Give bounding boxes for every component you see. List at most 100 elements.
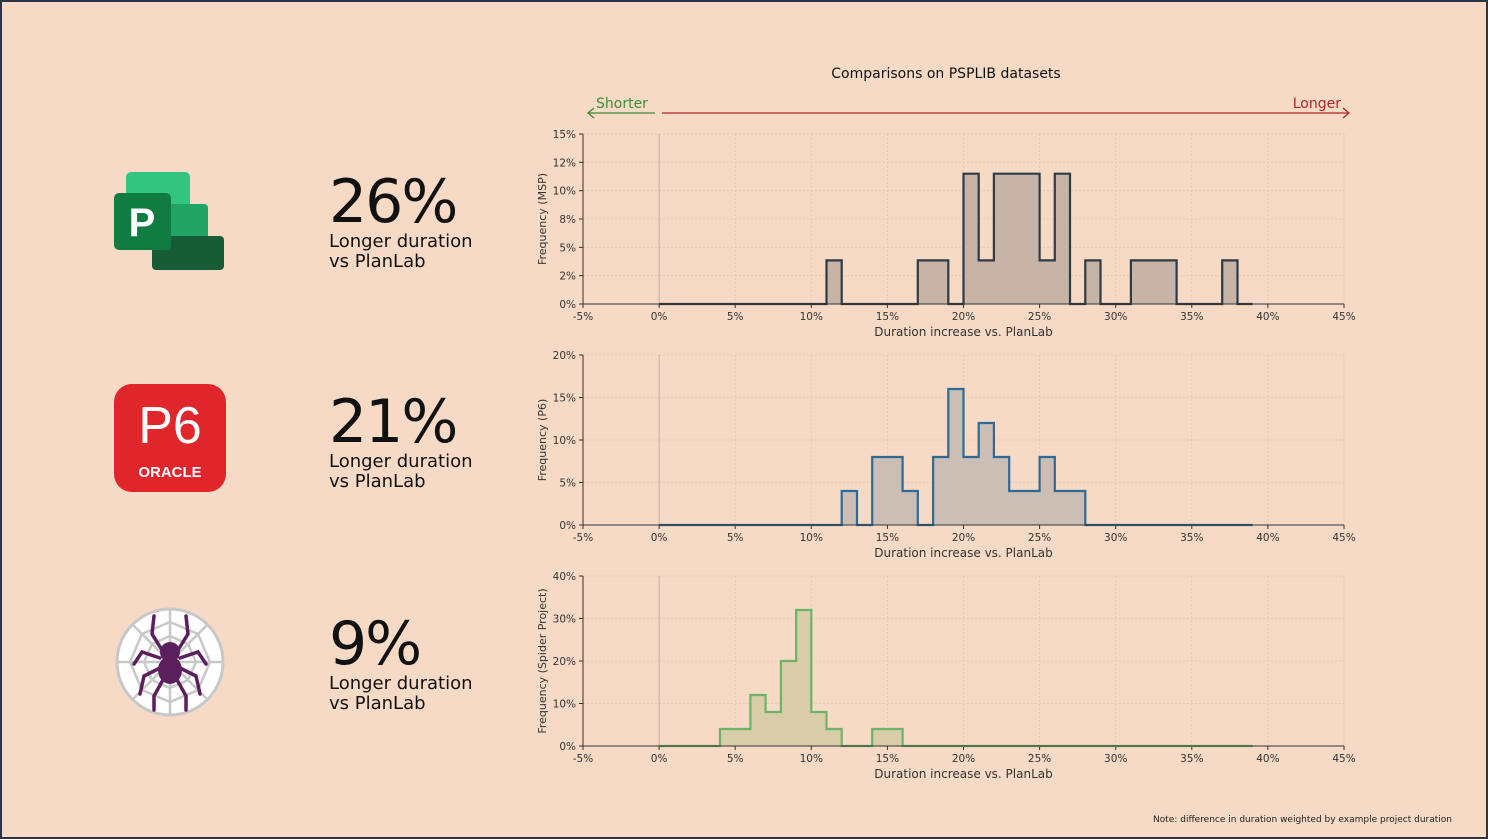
x-tick-label: 45% — [1332, 311, 1355, 323]
svg-text:P: P — [129, 201, 156, 245]
x-tick-label: 20% — [952, 532, 975, 544]
histogram-bin — [887, 729, 902, 746]
p6-stat: 21% Longer duration vs PlanLab — [329, 392, 473, 492]
x-tick-label: 0% — [651, 532, 668, 544]
x-tick-label: 30% — [1104, 753, 1127, 765]
x-tick-label: 15% — [876, 311, 899, 323]
p6-value: 21% — [329, 387, 458, 457]
histogram-bin — [1055, 491, 1070, 525]
x-tick-label: 40% — [1256, 753, 1279, 765]
spider-line2: vs PlanLab — [329, 693, 426, 714]
histogram-bin — [811, 712, 826, 746]
histogram-bin — [720, 729, 735, 746]
y-tick-label: 0% — [559, 299, 576, 311]
histogram-bin — [1085, 260, 1100, 304]
histogram-fill — [659, 610, 1253, 746]
histogram-bin — [1222, 260, 1237, 304]
msp-line1: Longer duration — [329, 231, 473, 252]
histogram-bin — [933, 260, 948, 304]
histogram-bin — [1055, 174, 1070, 304]
histogram-bin — [735, 729, 750, 746]
x-axis-label: Duration increase vs. PlanLab — [874, 546, 1053, 560]
y-tick-label: 5% — [559, 478, 576, 490]
x-tick-label: 5% — [727, 311, 744, 323]
x-tick-label: 10% — [800, 311, 823, 323]
histogram-bin — [918, 260, 933, 304]
shorter-label: Shorter — [596, 96, 648, 112]
x-tick-label: 5% — [727, 532, 744, 544]
x-tick-label: 20% — [952, 311, 975, 323]
histogram-fill — [659, 389, 1253, 525]
histogram-bin — [1024, 491, 1039, 525]
direction-arrows: Shorter Longer — [586, 96, 1351, 119]
histogram-bin — [1040, 260, 1055, 304]
y-tick-label: 0% — [559, 741, 576, 753]
y-tick-label: 15% — [553, 393, 576, 405]
p6-logo-text: P6 — [138, 397, 202, 455]
histogram-bin — [842, 491, 857, 525]
x-tick-label: 35% — [1180, 311, 1203, 323]
histogram-bin — [1146, 260, 1161, 304]
histogram-bin — [781, 661, 796, 746]
p6-line1: Longer duration — [329, 451, 473, 472]
histogram-bin — [979, 423, 994, 525]
y-tick-label: 5% — [559, 242, 576, 254]
y-axis-label: Frequency (Spider Project) — [536, 588, 549, 733]
x-tick-label: 35% — [1180, 532, 1203, 544]
shorter-arrowhead-icon — [586, 107, 595, 119]
x-tick-label: 45% — [1332, 532, 1355, 544]
histogram-bin — [1009, 174, 1024, 304]
x-tick-label: -5% — [573, 753, 593, 765]
histogram-bin — [1024, 174, 1039, 304]
oracle-p6-logo: P6 ORACLE — [114, 384, 226, 492]
x-tick-label: 30% — [1104, 532, 1127, 544]
msp-value: 26% — [329, 167, 458, 237]
y-tick-label: 40% — [553, 571, 576, 583]
x-axis-label: Duration increase vs. PlanLab — [874, 325, 1053, 339]
histogram-bin — [994, 174, 1009, 304]
histogram-bin — [1131, 260, 1146, 304]
histogram-bin — [887, 457, 902, 525]
histogram-bin — [933, 457, 948, 525]
histogram-bin — [766, 712, 781, 746]
msp-line2: vs PlanLab — [329, 251, 426, 272]
y-tick-label: 10% — [553, 435, 576, 447]
footnote: Note: difference in duration weighted by… — [1153, 815, 1452, 825]
msp-stat: 26% Longer duration vs PlanLab — [329, 172, 473, 272]
y-tick-label: 30% — [553, 614, 576, 626]
y-axis-label: Frequency (P6) — [536, 399, 549, 482]
y-tick-label: 8% — [559, 214, 576, 226]
p6-line2: vs PlanLab — [329, 471, 426, 492]
histogram-bin — [1009, 491, 1024, 525]
histogram-bin — [750, 695, 765, 746]
histogram-chart-1: -5% 0% 5% 10% 15% 20% 25% 30% 35% 40% 45%0%2%5%8%1… — [536, 129, 1356, 339]
longer-arrowhead-icon — [1342, 107, 1351, 119]
x-tick-label: 5% — [727, 753, 744, 765]
y-axis-label: Frequency (MSP) — [536, 173, 549, 265]
spider-project-logo — [114, 606, 226, 718]
x-tick-label: 40% — [1256, 311, 1279, 323]
histogram-bin — [796, 610, 811, 746]
y-tick-label: 0% — [559, 520, 576, 532]
x-tick-label: 25% — [1028, 753, 1051, 765]
y-tick-label: 10% — [553, 186, 576, 198]
histogram-bin — [1040, 457, 1055, 525]
x-tick-label: 25% — [1028, 532, 1051, 544]
x-tick-label: 10% — [800, 753, 823, 765]
x-tick-label: 45% — [1332, 753, 1355, 765]
oracle-logo-text: ORACLE — [138, 464, 202, 481]
x-tick-label: 0% — [651, 311, 668, 323]
x-tick-label: -5% — [573, 311, 593, 323]
y-tick-label: 2% — [559, 271, 576, 283]
chart-title: Comparisons on PSPLIB datasets — [831, 66, 1061, 82]
x-tick-label: 25% — [1028, 311, 1051, 323]
histogram-bin — [827, 729, 842, 746]
histogram-bin — [872, 729, 887, 746]
x-tick-label: 15% — [876, 753, 899, 765]
histogram-bin — [964, 457, 979, 525]
histogram-bin — [979, 260, 994, 304]
histogram-bin — [903, 491, 918, 525]
x-tick-label: -5% — [573, 532, 593, 544]
